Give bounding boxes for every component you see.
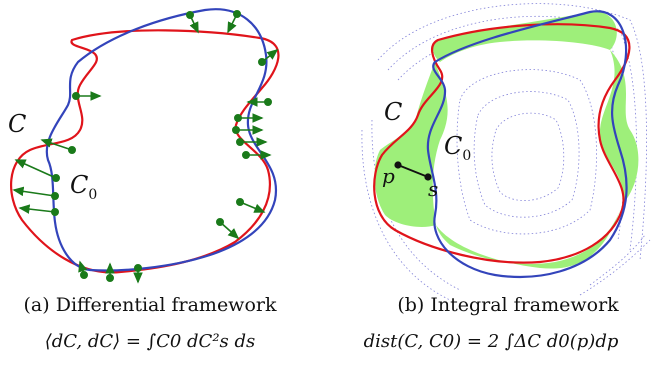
label-s: s xyxy=(428,177,438,201)
curve-c0-blue-b xyxy=(426,10,628,279)
normal-arrow xyxy=(239,201,266,213)
arrow-base-dot xyxy=(257,57,266,66)
region-top xyxy=(432,11,617,63)
equation-a: ⟨dC, dC⟩ = ∫C0 dC²s ds xyxy=(45,331,256,352)
label-c-right: C xyxy=(384,98,402,126)
arrow-base-dot xyxy=(236,138,245,147)
arrow-base-dot xyxy=(232,126,241,135)
region-left xyxy=(374,62,448,227)
caption-a: (a) Differential framework xyxy=(24,294,277,316)
normal-arrows-group xyxy=(12,10,279,284)
panel-b-integral: C C0 p s (b) Integral framework dist(C, … xyxy=(361,3,651,352)
arrow-base-dot xyxy=(68,146,77,155)
panel-a-differential: C C0 (a) Differential framework ⟨dC, dC⟩… xyxy=(8,8,280,352)
arrow-base-dot xyxy=(134,263,143,272)
normal-arrow xyxy=(12,186,56,197)
level-line xyxy=(377,3,647,261)
curve-c-red xyxy=(10,29,280,274)
level-line xyxy=(371,119,461,291)
normal-arrow xyxy=(40,138,73,151)
arrow-base-dot xyxy=(106,273,115,282)
arrow-base-dot xyxy=(234,114,243,123)
point-p-dot xyxy=(394,161,402,169)
equation-b: dist(C, C0) = 2 ∫ΔC d0(p)dp xyxy=(364,331,619,352)
arrow-base-dot xyxy=(51,174,60,183)
curve-c0-blue xyxy=(45,8,278,272)
arrow-base-dot xyxy=(72,92,81,101)
symmetric-difference-regions xyxy=(374,11,639,269)
region-bottom xyxy=(436,205,622,269)
normal-arrow xyxy=(14,159,57,179)
label-c0-right: C0 xyxy=(444,132,471,164)
arrow-base-dot xyxy=(236,198,245,207)
level-line xyxy=(361,129,451,301)
arrow-base-dot xyxy=(263,98,272,107)
caption-b: (b) Integral framework xyxy=(397,294,619,316)
normal-arrow xyxy=(18,204,56,214)
arrow-base-dot xyxy=(186,11,195,20)
arrow-base-dot xyxy=(233,10,242,19)
ps-segment xyxy=(397,164,429,178)
normal-arrow xyxy=(219,221,240,240)
level-line xyxy=(491,112,565,201)
level-line xyxy=(473,91,580,218)
region-right xyxy=(599,50,639,205)
label-c0-left: C0 xyxy=(70,171,97,203)
arrow-base-dot xyxy=(50,192,59,201)
label-p: p xyxy=(382,164,395,188)
level-line xyxy=(579,239,651,296)
arrow-base-dot xyxy=(50,208,59,217)
arrow-base-dot xyxy=(80,270,89,279)
label-c-left: C xyxy=(8,110,26,138)
level-line xyxy=(456,69,597,235)
level-line xyxy=(589,234,646,286)
curve-c-red-b xyxy=(373,23,631,264)
arrow-base-dot xyxy=(242,151,251,160)
arrow-base-dot xyxy=(216,218,225,227)
point-s-dot xyxy=(424,173,432,181)
